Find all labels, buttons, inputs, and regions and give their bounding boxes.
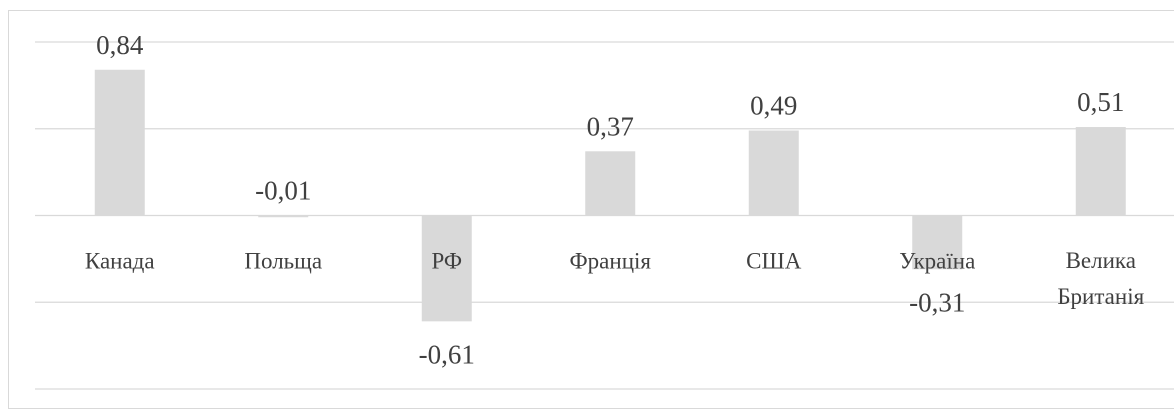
x-tick-label: Канада (85, 248, 155, 273)
bar (912, 215, 963, 270)
x-tick-label: Велика Британія (1057, 248, 1144, 309)
x-tick-label: США (746, 248, 802, 273)
bar (748, 130, 799, 216)
value-label: -0,01 (255, 176, 311, 206)
bar (421, 215, 472, 322)
value-label: -0,61 (419, 340, 475, 370)
value-label: 0,51 (1077, 87, 1124, 117)
bar (1075, 127, 1126, 216)
x-tick-label: РФ (431, 248, 462, 273)
value-label: 0,37 (587, 112, 634, 142)
value-label: 0,84 (96, 30, 144, 60)
x-tick-label: Польща (244, 248, 322, 273)
value-label: -0,31 (909, 287, 965, 317)
x-tick-label: Франція (570, 248, 652, 273)
bar (585, 151, 636, 216)
bar (94, 69, 145, 216)
x-tick-label: Україна (899, 248, 975, 273)
value-label: 0,49 (750, 91, 797, 121)
bar (258, 215, 309, 218)
